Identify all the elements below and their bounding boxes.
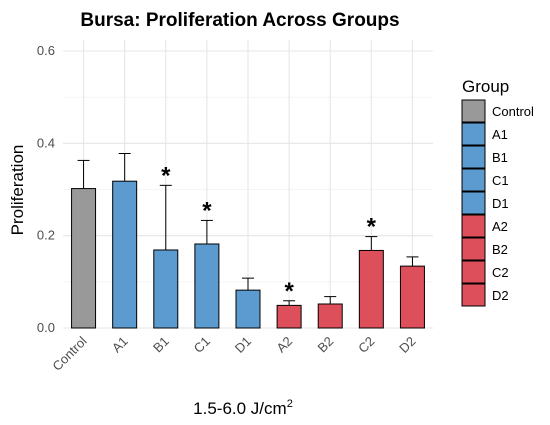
legend-item-control: Control	[461, 99, 534, 123]
error-bar-c1	[200, 219, 213, 244]
x-tick-label-c2: C2	[355, 334, 377, 356]
significance-star-a2: *	[284, 278, 294, 305]
bar-a2	[276, 304, 302, 329]
x-tick-label-a1: A1	[109, 334, 131, 356]
error-bar-control	[77, 159, 90, 189]
legend-swatch	[461, 191, 486, 215]
bar-c2	[358, 249, 384, 329]
significance-star-c1: *	[202, 197, 212, 224]
y-tick-label: 0.4	[37, 135, 55, 150]
x-tick-label-a2: A2	[273, 334, 295, 356]
legend-item-c2: C2	[461, 260, 509, 284]
x-tick-label-d1: D1	[232, 334, 254, 356]
legend-item-d1: D1	[461, 191, 509, 215]
legend-label: B2	[492, 242, 508, 257]
legend-item-b1: B1	[461, 145, 508, 169]
bar-c1	[194, 243, 220, 329]
legend-swatch	[461, 168, 486, 192]
error-bar-d2	[406, 256, 419, 267]
legend-label: A1	[492, 127, 508, 142]
y-tick-label: 0.6	[37, 43, 55, 58]
legend-swatch	[461, 260, 486, 284]
legend-label: C1	[492, 173, 509, 188]
legend-swatch	[461, 122, 486, 146]
bar-d2	[399, 265, 425, 329]
x-tick-label-b1: B1	[150, 334, 172, 356]
legend-swatch	[461, 237, 486, 261]
legend-label: C2	[492, 265, 509, 280]
bar-b1	[153, 249, 179, 329]
x-axis-title-text: 1.5-6.0 J/cm	[193, 399, 287, 418]
x-axis-title: 1.5-6.0 J/cm2	[193, 398, 293, 418]
error-bar-d1	[242, 277, 254, 291]
chart-title: Bursa: Proliferation Across Groups	[80, 10, 399, 31]
legend-label: B1	[492, 150, 508, 165]
legend-item-a1: A1	[461, 122, 508, 146]
error-bar-b2	[324, 296, 337, 304]
significance-markers: * * * *	[161, 162, 377, 304]
legend-label: Control	[492, 104, 534, 119]
x-tick-label-control: Control	[49, 333, 89, 373]
error-bar-a1	[118, 152, 131, 182]
legend-swatch	[461, 214, 486, 238]
legend-swatch	[461, 145, 486, 169]
legend-item-c1: C1	[461, 168, 509, 192]
legend-label: D2	[492, 288, 509, 303]
y-tick-label: 0.2	[37, 228, 55, 243]
legend-swatch	[461, 283, 486, 307]
x-axis-title-superscript: 2	[287, 398, 293, 410]
bar-d1	[235, 289, 261, 329]
bars	[71, 180, 425, 329]
bar-control	[71, 188, 97, 329]
bar-b2	[317, 303, 343, 329]
significance-star-b1: *	[161, 162, 171, 189]
grid	[63, 40, 433, 329]
x-tick-label-d2: D2	[396, 334, 418, 356]
x-tick-label-c1: C1	[191, 334, 213, 356]
legend-item-d2: D2	[461, 283, 509, 307]
error-bar-a2	[283, 300, 296, 306]
bar-a1	[112, 180, 138, 329]
y-axis-title: Proliferation	[8, 145, 27, 236]
y-tick-label: 0.0	[37, 320, 55, 335]
legend-swatch	[461, 99, 486, 123]
error-bar-b1	[159, 184, 172, 250]
legend-title: Group	[462, 77, 509, 96]
x-tick-label-b2: B2	[314, 334, 336, 356]
legend-label: A2	[492, 219, 508, 234]
y-axis-ticks: 0.0 0.2 0.4 0.6	[37, 43, 55, 335]
legend-label: D1	[492, 196, 509, 211]
error-bars	[77, 152, 419, 306]
legend: Control A1 B1 C1 D1 A2 B2 C2 D2	[461, 99, 534, 307]
legend-item-b2: B2	[461, 237, 508, 261]
error-bar-c2	[365, 236, 378, 251]
x-axis-ticks: Control A1 B1 C1 D1 A2 B2 C2 D2	[49, 333, 418, 373]
significance-star-c2: *	[367, 214, 377, 241]
legend-item-a2: A2	[461, 214, 508, 238]
